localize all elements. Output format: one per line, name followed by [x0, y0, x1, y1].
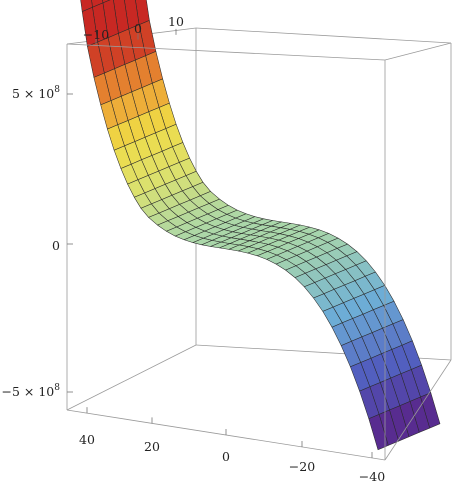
box-edge: [384, 359, 452, 461]
box-edge: [66, 344, 197, 411]
y-tick-label: 40: [79, 432, 95, 447]
x-tick-label: 10: [168, 14, 184, 29]
y-tick-label: −40: [359, 469, 385, 484]
plot-box-front: [66, 28, 452, 461]
z-tick-label: 0: [52, 238, 60, 253]
z-tick-label: 5 × 108: [12, 85, 60, 101]
surface-patch: [368, 414, 389, 451]
z-tick-label: −5 × 108: [2, 383, 61, 399]
y-tick-label: 20: [144, 439, 160, 454]
box-edge: [66, 43, 386, 61]
box-edge: [195, 27, 452, 44]
x-tick-label: −10: [83, 27, 109, 42]
x-tick-label: 0: [134, 21, 142, 36]
box-edge: [384, 42, 452, 61]
y-tick-label: 0: [222, 449, 230, 464]
y-tick-label: −20: [289, 459, 315, 474]
surface-mesh: [80, 0, 441, 451]
